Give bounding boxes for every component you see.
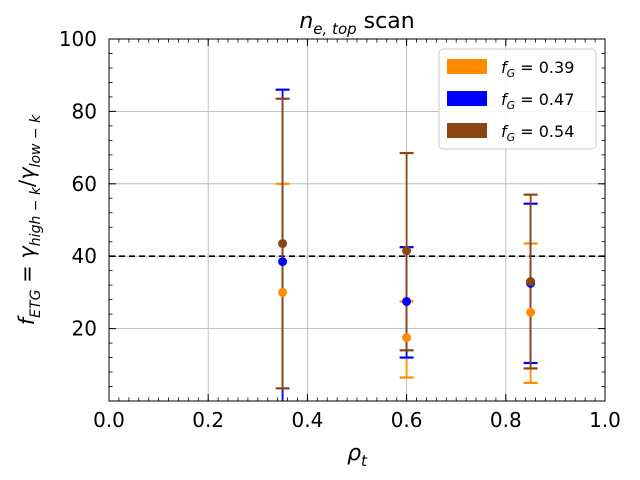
legend-label: fG = 0.47 bbox=[501, 90, 574, 112]
y-tick-label: 80 bbox=[72, 99, 97, 123]
y-tick-label: 40 bbox=[72, 244, 97, 268]
title-sub: e, top bbox=[313, 20, 356, 38]
data-point bbox=[278, 257, 288, 267]
data-point bbox=[402, 296, 412, 306]
y-tick-label: 100 bbox=[59, 27, 97, 51]
data-point bbox=[402, 333, 412, 343]
x-axis-label: ρt bbox=[347, 441, 368, 470]
legend-label: fG = 0.39 bbox=[501, 58, 574, 80]
data-point bbox=[278, 239, 288, 249]
series-points-2 bbox=[278, 239, 536, 287]
x-tick-label: 0.6 bbox=[391, 408, 423, 432]
x-tick-label: 0.0 bbox=[93, 408, 125, 432]
data-point bbox=[526, 277, 536, 287]
series-layer bbox=[275, 88, 538, 401]
data-point bbox=[278, 287, 288, 297]
series-points-0 bbox=[278, 287, 536, 343]
legend: fG = 0.39 fG = 0.47 fG = 0.54 bbox=[438, 48, 597, 150]
y-tick-label: 20 bbox=[72, 317, 97, 341]
y-axis-label: fETG = γhigh − k/γlow − k bbox=[15, 114, 44, 325]
title-var: n bbox=[299, 9, 313, 34]
x-tick-label: 0.8 bbox=[490, 408, 522, 432]
x-tick-label: 0.2 bbox=[192, 408, 224, 432]
y-tick-label: 60 bbox=[72, 172, 97, 196]
data-point bbox=[402, 246, 412, 256]
data-point bbox=[526, 307, 536, 317]
ticks: 0.0 0.2 0.4 0.6 0.8 1.0 20 40 60 80 100 bbox=[59, 27, 621, 432]
legend-swatch bbox=[447, 123, 487, 138]
chart-title: ne, top scan bbox=[299, 9, 414, 38]
legend-label: fG = 0.54 bbox=[501, 122, 574, 144]
xlabel-var: ρ bbox=[347, 441, 361, 466]
xlabel-sub: t bbox=[361, 452, 368, 470]
x-tick-label: 1.0 bbox=[589, 408, 621, 432]
title-text: scan bbox=[357, 9, 415, 34]
x-tick-label: 0.4 bbox=[291, 408, 323, 432]
legend-swatch bbox=[447, 91, 487, 106]
y-axis-label-group: fETG = γhigh − k/γlow − k bbox=[15, 114, 44, 325]
legend-swatch bbox=[447, 59, 487, 74]
